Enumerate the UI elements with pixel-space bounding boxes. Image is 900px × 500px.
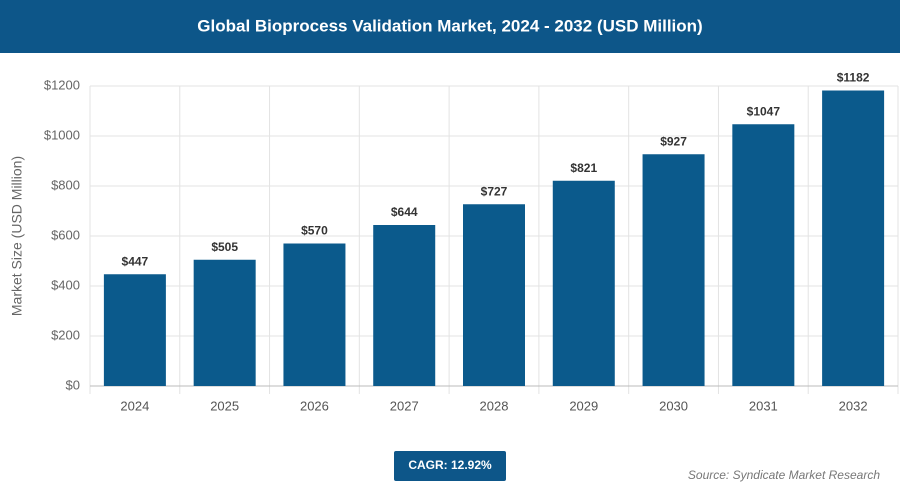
bar bbox=[103, 274, 166, 386]
chart-title: Global Bioprocess Validation Market, 202… bbox=[197, 16, 702, 35]
x-tick-label: 2027 bbox=[390, 398, 419, 413]
y-tick-label: $600 bbox=[51, 227, 80, 242]
x-tick-label: 2030 bbox=[659, 398, 688, 413]
y-tick-label: $400 bbox=[51, 277, 80, 292]
value-label: $821 bbox=[570, 161, 597, 175]
bar bbox=[373, 225, 436, 386]
y-tick-label: $800 bbox=[51, 177, 80, 192]
title-bar bbox=[0, 0, 900, 53]
y-tick-label: $0 bbox=[66, 377, 80, 392]
value-label: $727 bbox=[481, 184, 508, 198]
y-tick-label: $1200 bbox=[44, 77, 80, 92]
value-label: $927 bbox=[660, 134, 687, 148]
source-note: Source: Syndicate Market Research bbox=[688, 468, 880, 482]
y-tick-label: $1000 bbox=[44, 127, 80, 142]
bar bbox=[283, 243, 346, 386]
x-tick-label: 2025 bbox=[210, 398, 239, 413]
x-tick-label: 2029 bbox=[569, 398, 598, 413]
x-tick-label: 2026 bbox=[300, 398, 329, 413]
cagr-badge bbox=[394, 451, 506, 481]
bar bbox=[193, 259, 256, 386]
y-axis-title: Market Size (USD Million) bbox=[9, 156, 25, 316]
bar bbox=[822, 90, 885, 386]
value-label: $1182 bbox=[837, 71, 870, 85]
x-tick-label: 2031 bbox=[749, 398, 778, 413]
bar bbox=[642, 154, 705, 386]
bar bbox=[463, 204, 525, 386]
value-label: $1047 bbox=[747, 104, 781, 118]
x-tick-label: 2032 bbox=[839, 398, 868, 413]
bar bbox=[732, 124, 795, 386]
y-tick-label: $200 bbox=[51, 327, 80, 342]
x-tick-label: 2024 bbox=[120, 398, 149, 413]
value-label: $505 bbox=[211, 240, 238, 254]
x-tick-label: 2028 bbox=[480, 398, 509, 413]
value-label: $644 bbox=[391, 205, 418, 219]
bar bbox=[552, 180, 615, 386]
value-label: $447 bbox=[122, 254, 149, 268]
cagr-label: CAGR: 12.92% bbox=[408, 458, 492, 472]
value-label: $570 bbox=[301, 224, 328, 238]
